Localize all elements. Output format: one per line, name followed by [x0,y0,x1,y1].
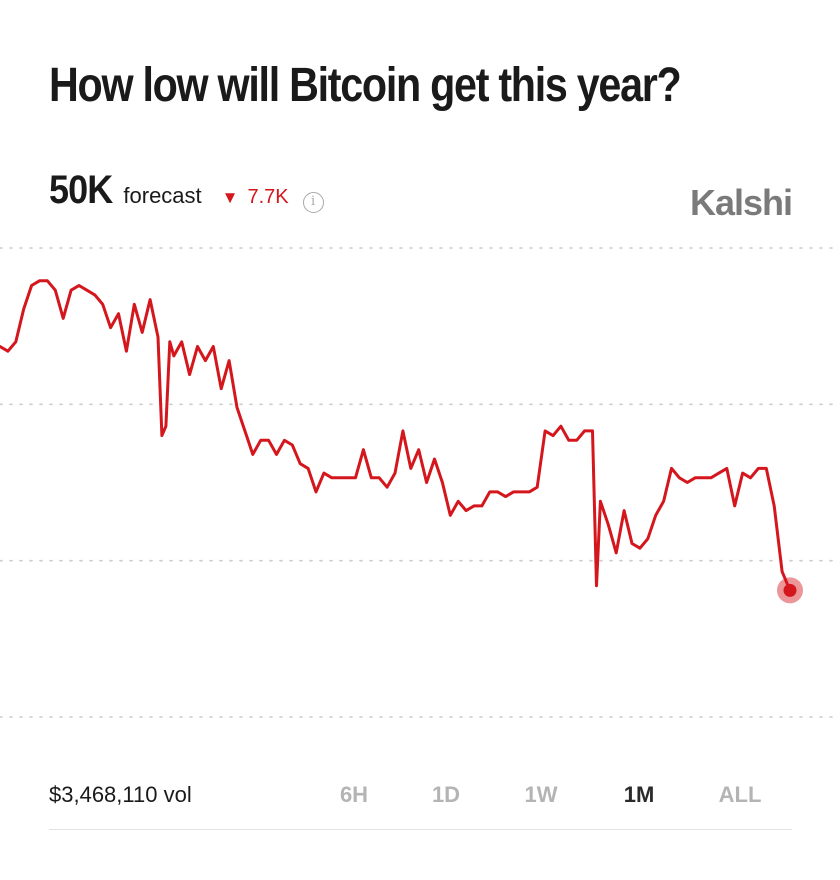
forecast-summary: 50K forecast ▼ 7.7K i [49,168,324,213]
forecast-value: 50K [49,168,113,212]
time-range-selector: 6H 1D 1W 1M ALL [49,782,792,812]
range-tab-1w[interactable]: 1W [524,782,558,807]
forecast-series-line [0,279,792,592]
range-tab-all[interactable]: ALL [718,782,762,807]
forecast-change: ▼ 7.7K [222,186,289,209]
forecast-chart [0,247,833,718]
info-icon[interactable]: i [302,192,324,213]
page-title: How low will Bitcoin get this year? [49,59,682,112]
forecast-label: forecast [123,183,202,208]
range-tab-1d[interactable]: 1D [431,782,461,807]
footer-divider [49,829,792,830]
chart-footer: $3,468,110 vol 6H 1D 1W 1M ALL [49,782,792,812]
triangle-down-icon: ▼ [221,188,239,207]
range-tab-1m[interactable]: 1M [623,782,655,807]
kalshi-logo: Kalshi [689,182,793,223]
volume-label: $3,468,110 vol [49,782,192,807]
forecast-change-value: 7.7K [247,186,289,208]
latest-point [783,583,797,597]
range-tab-6h[interactable]: 6H [339,782,369,807]
